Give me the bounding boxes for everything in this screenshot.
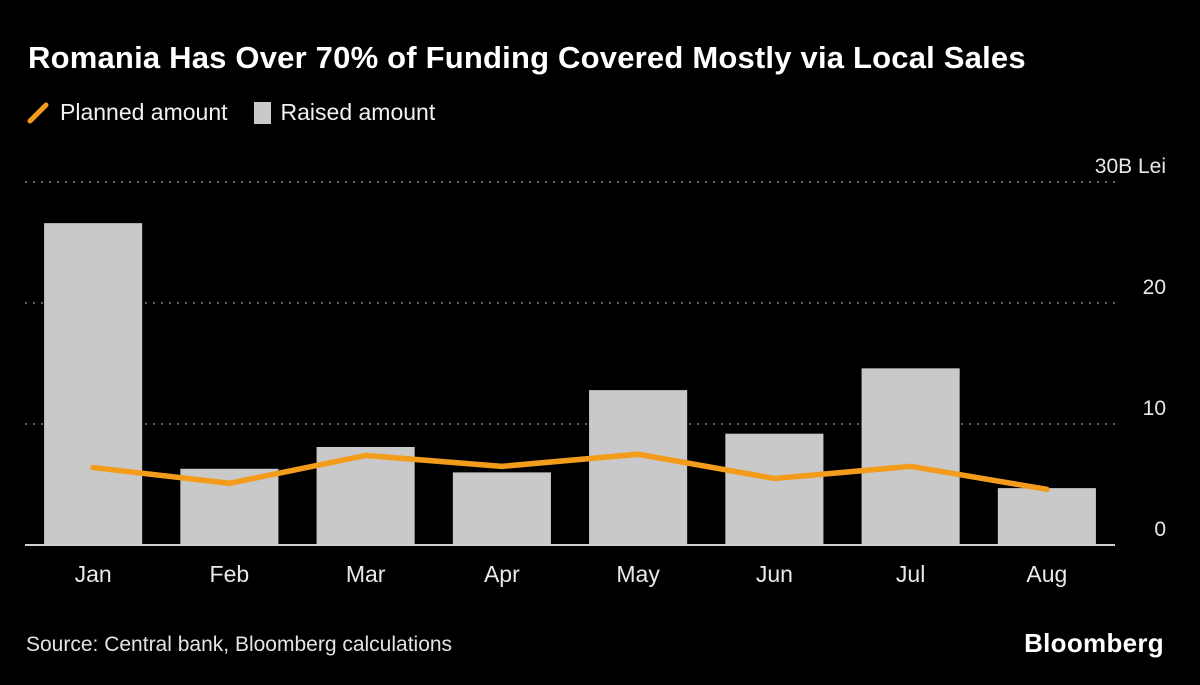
- line-swatch-icon: [27, 102, 49, 123]
- x-tick-label-feb: Feb: [210, 561, 250, 587]
- y-tick-label-30: 30B Lei: [1095, 155, 1166, 178]
- legend-item-planned: Planned amount: [26, 99, 228, 126]
- legend-label-raised: Raised amount: [280, 99, 436, 125]
- bloomberg-logo: Bloomberg: [1024, 628, 1164, 658]
- x-tick-label-jun: Jun: [756, 561, 793, 587]
- legend: Planned amount Raised amount: [26, 99, 435, 126]
- x-tick-label-mar: Mar: [346, 561, 386, 587]
- bar-jun: [725, 433, 824, 545]
- chart-svg: 0 10 20 30B Lei Jan Feb Mar Apr May Jun Jul Aug: [25, 155, 1166, 587]
- bar-swatch-icon: [253, 101, 271, 124]
- bar-jan: [44, 223, 143, 545]
- x-tick-label-jan: Jan: [75, 561, 112, 587]
- legend-item-raised: Raised amount: [253, 99, 436, 126]
- x-tick-label-jul: Jul: [896, 561, 925, 587]
- y-tick-label-10: 10: [1143, 397, 1166, 420]
- y-tick-label-0: 0: [1154, 518, 1166, 541]
- line-swatch-stroke: [27, 102, 49, 123]
- legend-label-planned: Planned amount: [60, 99, 228, 125]
- bar-aug: [997, 488, 1096, 545]
- bar-jul: [861, 368, 960, 545]
- y-tick-label-20: 20: [1143, 276, 1166, 299]
- bar-may: [589, 390, 688, 545]
- x-tick-label-may: May: [616, 561, 660, 587]
- source-note: Source: Central bank, Bloomberg calculat…: [26, 633, 453, 656]
- planned-amount-line: [90, 451, 1050, 493]
- x-tick-label-aug: Aug: [1026, 561, 1067, 587]
- x-tick-label-apr: Apr: [484, 561, 520, 587]
- chart-title: Romania Has Over 70% of Funding Covered …: [28, 40, 1026, 75]
- bar-apr: [452, 472, 551, 545]
